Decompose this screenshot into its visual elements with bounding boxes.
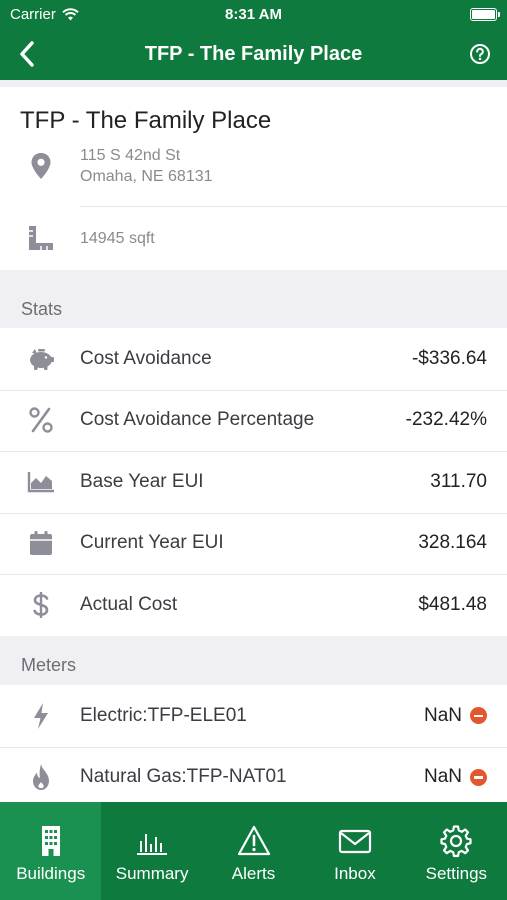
- tab-alerts[interactable]: Alerts: [203, 802, 304, 900]
- stat-label: Base Year EUI: [80, 470, 204, 492]
- flame-icon: [33, 764, 49, 791]
- back-button[interactable]: [12, 39, 42, 69]
- warning-icon: [237, 825, 270, 856]
- stat-row-base-year-eui[interactable]: Base Year EUI 311.70: [0, 451, 507, 513]
- stat-value: 311.70: [430, 470, 487, 492]
- status-bar: Carrier 8:31 AM: [0, 0, 507, 28]
- meter-row-natural-gas[interactable]: Natural Gas:TFP-NAT01 NaN: [0, 746, 507, 809]
- minus-circle-icon: [470, 707, 487, 725]
- bar-chart-icon: [137, 834, 168, 855]
- stat-label: Cost Avoidance Percentage: [80, 409, 315, 431]
- building-name: TFP - The Family Place: [20, 107, 272, 134]
- meters-list: Electric:TFP-ELE01 NaN Natural Gas:TFP-N…: [0, 685, 507, 808]
- status-time: 8:31 AM: [225, 5, 282, 23]
- chevron-left-icon: [20, 41, 34, 67]
- help-circle-icon: [469, 44, 490, 64]
- help-button[interactable]: [465, 39, 495, 69]
- envelope-icon: [338, 829, 372, 854]
- tab-summary[interactable]: Summary: [101, 802, 202, 900]
- tab-label: Alerts: [231, 864, 276, 883]
- piggy-bank-icon: [30, 348, 54, 370]
- area-chart-icon: [27, 471, 54, 492]
- stat-row-actual-cost[interactable]: Actual Cost $481.48: [0, 574, 507, 636]
- stat-value: -$336.64: [411, 347, 487, 369]
- calendar-icon: [30, 531, 52, 556]
- gear-icon: [440, 825, 472, 858]
- header: Carrier 8:31 AM TFP - The Family Place: [0, 0, 507, 80]
- tab-label: Summary: [115, 864, 189, 883]
- address-row: 115 S 42nd St Omaha, NE 68131: [0, 145, 507, 187]
- tab-inbox[interactable]: Inbox: [304, 802, 405, 900]
- meter-value: NaN: [423, 704, 462, 726]
- stat-row-current-year-eui[interactable]: Current Year EUI 328.164: [0, 512, 507, 575]
- meter-label: Natural Gas:TFP-NAT01: [80, 766, 287, 788]
- building-info: TFP - The Family Place 115 S 42nd St Oma…: [0, 87, 507, 270]
- wifi-icon: [62, 7, 79, 20]
- address-line-1: 115 S 42nd St: [80, 147, 181, 164]
- address-line-2: Omaha, NE 68131: [80, 168, 213, 185]
- stat-label: Current Year EUI: [80, 532, 224, 554]
- ruler-square-icon: [29, 226, 53, 250]
- area-row: 14945 sqft: [0, 225, 507, 251]
- tab-buildings[interactable]: Buildings: [0, 802, 102, 900]
- tab-label: Inbox: [334, 864, 376, 883]
- meters-header: Meters: [21, 654, 77, 675]
- building-icon: [41, 826, 60, 856]
- stat-value: -232.42%: [405, 409, 487, 431]
- percent-icon: [29, 407, 53, 433]
- page-title: TFP - The Family Place: [144, 42, 363, 65]
- stat-row-cost-avoidance[interactable]: Cost Avoidance -$336.64: [0, 328, 507, 390]
- stat-value: 328.164: [418, 532, 487, 554]
- meter-value: NaN: [423, 766, 462, 788]
- tab-label: Settings: [425, 864, 488, 883]
- carrier-label: Carrier: [10, 5, 56, 23]
- lightning-icon: [34, 702, 48, 729]
- battery-icon: [470, 7, 500, 21]
- nav-bar: TFP - The Family Place: [0, 28, 507, 80]
- tab-label: Buildings: [16, 864, 86, 883]
- stats-list: Cost Avoidance -$336.64 Cost Avoidance P…: [0, 328, 507, 636]
- stat-label: Actual Cost: [80, 593, 178, 615]
- meter-row-electric[interactable]: Electric:TFP-ELE01 NaN: [0, 685, 507, 747]
- dollar-icon: [33, 591, 49, 618]
- minus-circle-icon: [470, 768, 487, 786]
- stat-label: Cost Avoidance: [80, 347, 212, 369]
- tab-bar: Buildings Summary Alerts Inbox: [0, 802, 507, 900]
- stat-value: $481.48: [418, 593, 487, 615]
- stats-header: Stats: [21, 298, 63, 319]
- meter-label: Electric:TFP-ELE01: [80, 704, 247, 726]
- area-value: 14945 sqft: [80, 229, 155, 247]
- stat-row-cost-avoidance-percentage[interactable]: Cost Avoidance Percentage -232.42%: [0, 389, 507, 452]
- location-pin-icon: [31, 153, 51, 179]
- tab-settings[interactable]: Settings: [406, 802, 507, 900]
